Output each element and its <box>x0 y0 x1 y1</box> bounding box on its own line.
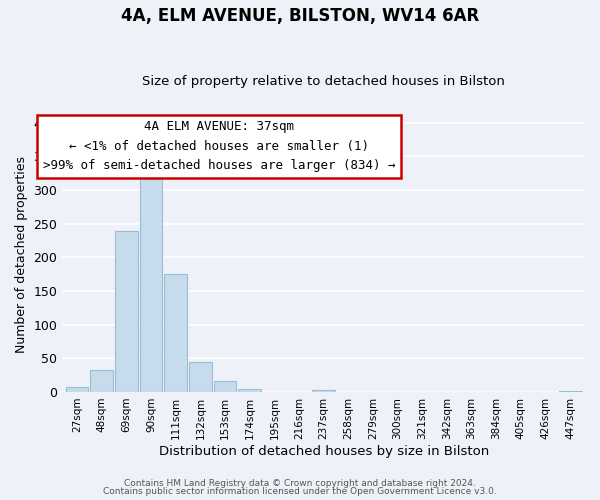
Title: Size of property relative to detached houses in Bilston: Size of property relative to detached ho… <box>142 76 505 88</box>
Bar <box>238 388 261 392</box>
Bar <box>91 370 113 392</box>
Text: 4A, ELM AVENUE, BILSTON, WV14 6AR: 4A, ELM AVENUE, BILSTON, WV14 6AR <box>121 8 479 26</box>
Bar <box>189 362 212 392</box>
Text: Contains HM Land Registry data © Crown copyright and database right 2024.: Contains HM Land Registry data © Crown c… <box>124 478 476 488</box>
Bar <box>140 178 163 392</box>
Bar <box>164 274 187 392</box>
Y-axis label: Number of detached properties: Number of detached properties <box>15 156 28 352</box>
Bar <box>115 231 138 392</box>
Text: Contains public sector information licensed under the Open Government Licence v3: Contains public sector information licen… <box>103 487 497 496</box>
X-axis label: Distribution of detached houses by size in Bilston: Distribution of detached houses by size … <box>158 444 489 458</box>
Bar <box>66 386 88 392</box>
Bar <box>559 390 581 392</box>
Bar <box>214 380 236 392</box>
Bar <box>313 390 335 392</box>
Text: 4A ELM AVENUE: 37sqm
← <1% of detached houses are smaller (1)
>99% of semi-detac: 4A ELM AVENUE: 37sqm ← <1% of detached h… <box>43 120 395 172</box>
